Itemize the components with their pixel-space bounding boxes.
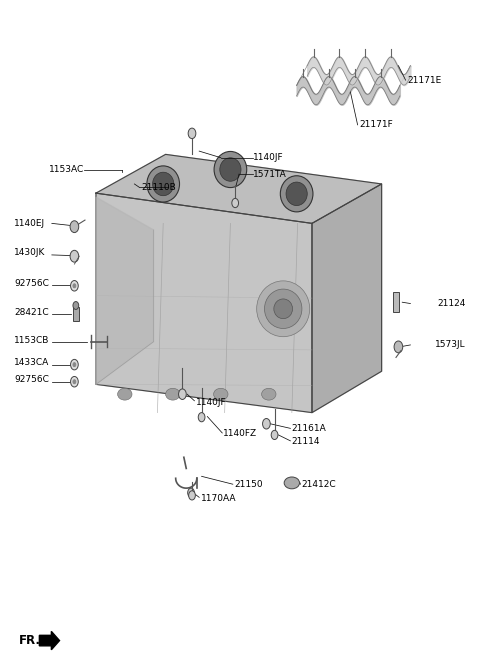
Ellipse shape xyxy=(280,176,313,212)
Polygon shape xyxy=(96,193,312,413)
Ellipse shape xyxy=(214,388,228,400)
Text: 92756C: 92756C xyxy=(14,279,49,288)
Text: FR.: FR. xyxy=(19,634,41,647)
Circle shape xyxy=(73,284,76,288)
Text: 21110B: 21110B xyxy=(142,183,176,192)
Circle shape xyxy=(71,359,78,370)
Ellipse shape xyxy=(284,477,300,489)
Ellipse shape xyxy=(286,182,307,206)
Text: 1140JF: 1140JF xyxy=(196,397,227,407)
Ellipse shape xyxy=(262,388,276,400)
Circle shape xyxy=(188,128,196,139)
Ellipse shape xyxy=(220,158,241,181)
Text: 21150: 21150 xyxy=(234,480,263,489)
Ellipse shape xyxy=(214,152,247,188)
Polygon shape xyxy=(96,197,154,384)
Circle shape xyxy=(70,250,79,262)
Text: 1430JK: 1430JK xyxy=(14,248,46,258)
Ellipse shape xyxy=(274,299,293,319)
Text: 92756C: 92756C xyxy=(14,375,49,384)
Ellipse shape xyxy=(264,289,302,328)
Text: 21124: 21124 xyxy=(437,299,466,308)
Text: 1433CA: 1433CA xyxy=(14,358,49,367)
Circle shape xyxy=(394,341,403,353)
Ellipse shape xyxy=(166,388,180,400)
Ellipse shape xyxy=(147,166,180,202)
Circle shape xyxy=(198,413,205,422)
Ellipse shape xyxy=(153,172,174,196)
Text: 1571TA: 1571TA xyxy=(253,170,287,179)
Circle shape xyxy=(263,419,270,429)
Text: 21412C: 21412C xyxy=(301,480,336,489)
Bar xyxy=(73,307,79,321)
Circle shape xyxy=(73,302,79,309)
Circle shape xyxy=(73,363,76,367)
Ellipse shape xyxy=(257,281,310,336)
Circle shape xyxy=(73,380,76,384)
Text: 1573JL: 1573JL xyxy=(435,340,466,350)
Bar xyxy=(393,292,399,312)
Text: 21171E: 21171E xyxy=(407,76,441,85)
Circle shape xyxy=(71,376,78,387)
Circle shape xyxy=(188,488,194,497)
Circle shape xyxy=(271,430,278,440)
Text: 1140FZ: 1140FZ xyxy=(223,429,257,438)
Text: 21171F: 21171F xyxy=(359,120,393,129)
Polygon shape xyxy=(96,154,382,223)
Circle shape xyxy=(71,281,78,291)
Circle shape xyxy=(179,389,186,399)
Text: 21161A: 21161A xyxy=(292,424,326,433)
Circle shape xyxy=(70,221,79,233)
Text: 1140EJ: 1140EJ xyxy=(14,219,46,228)
Text: 1140JF: 1140JF xyxy=(253,153,284,162)
Polygon shape xyxy=(312,184,382,413)
Text: 1170AA: 1170AA xyxy=(201,493,236,503)
Polygon shape xyxy=(39,631,60,650)
Circle shape xyxy=(189,491,195,500)
Text: 1153CB: 1153CB xyxy=(14,336,50,345)
Circle shape xyxy=(232,198,239,208)
Text: 28421C: 28421C xyxy=(14,307,49,317)
Text: 1153AC: 1153AC xyxy=(49,165,84,174)
Text: 21114: 21114 xyxy=(292,437,320,446)
Ellipse shape xyxy=(118,388,132,400)
